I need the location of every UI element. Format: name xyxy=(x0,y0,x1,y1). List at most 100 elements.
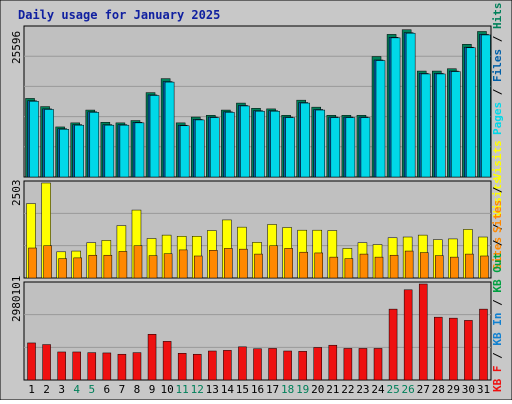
bar-pages xyxy=(315,109,326,178)
legend-kb-out: KB Out xyxy=(491,253,504,293)
bar-pages xyxy=(44,109,54,178)
bar-sites xyxy=(374,256,384,279)
bar-pages xyxy=(255,110,265,178)
bar-pages xyxy=(466,47,476,178)
bar-pages xyxy=(194,119,205,178)
bar-kbytes xyxy=(102,352,112,381)
x-tick-label: 24 xyxy=(371,383,385,396)
bar-kbytes xyxy=(313,347,323,381)
x-tick-label: 7 xyxy=(119,383,126,396)
x-tick-label: 19 xyxy=(296,383,309,396)
legend-middle: Sites / Visits xyxy=(491,177,504,270)
plot-panel-hits-files-pages xyxy=(23,25,492,178)
bar-sites xyxy=(435,255,444,279)
bar-kbytes xyxy=(434,316,443,381)
bar-kbytes xyxy=(328,344,338,381)
svg-text:Pages / Files / Hits: Pages / Files / Hits xyxy=(491,3,504,136)
bar-pages xyxy=(436,73,446,178)
x-tick-label: 14 xyxy=(221,383,235,396)
bar-sites xyxy=(178,249,188,279)
bar-pages xyxy=(179,125,190,178)
bar-kbytes xyxy=(57,351,66,381)
bar-kbytes xyxy=(479,308,488,381)
bar-sites xyxy=(118,251,128,279)
x-tick-label: 10 xyxy=(160,383,173,396)
bar-pages xyxy=(104,124,115,178)
bar-kbytes xyxy=(464,320,473,381)
bar-sites xyxy=(299,251,308,279)
bar-kbytes xyxy=(298,351,307,381)
bar-pages xyxy=(59,129,69,178)
x-tick-label: 1 xyxy=(28,383,35,396)
bar-kbytes xyxy=(177,353,187,381)
bar-sites xyxy=(314,252,324,279)
x-tick-label: 6 xyxy=(104,383,111,396)
bar-sites xyxy=(239,248,248,279)
svg-text:Sites / Visits: Sites / Visits xyxy=(491,177,504,270)
x-tick-label: 17 xyxy=(266,383,279,396)
bar-pages xyxy=(164,81,175,178)
plot-panel-visits-sites xyxy=(23,180,492,279)
x-tick-label: 12 xyxy=(191,383,204,396)
bar-pages xyxy=(405,32,416,178)
bar-pages xyxy=(330,117,341,178)
bar-sites xyxy=(389,254,399,279)
bar-sites xyxy=(465,253,474,279)
bar-pages xyxy=(89,112,100,178)
bar-sites xyxy=(103,254,113,279)
x-tick-label: 13 xyxy=(206,383,219,396)
legend-sites: Sites xyxy=(491,237,504,270)
x-tick-label: 3 xyxy=(58,383,65,396)
bar-kbytes xyxy=(373,348,383,381)
bar-sites xyxy=(163,253,173,279)
x-tick-label: 2 xyxy=(43,383,50,396)
plot-areas xyxy=(23,25,492,381)
legend-visits-2: Visits xyxy=(491,140,504,180)
bar-sites xyxy=(284,248,293,279)
x-tick-label: 11 xyxy=(176,383,189,396)
x-tick-label: 31 xyxy=(477,383,490,396)
bar-kbytes xyxy=(283,350,292,381)
bar-pages xyxy=(360,117,371,178)
bar-sites xyxy=(193,255,203,279)
bar-pages xyxy=(240,105,250,178)
x-tick-label: 5 xyxy=(88,383,95,396)
bar-pages xyxy=(451,71,461,178)
bar-pages xyxy=(74,124,84,178)
bar-kbytes xyxy=(208,350,217,381)
bar-kbytes xyxy=(72,351,81,381)
bar-pages xyxy=(300,102,310,178)
bar-pages xyxy=(29,101,39,178)
legend-visits: Visits xyxy=(491,177,504,217)
bar-kbytes xyxy=(238,346,247,381)
bar-kbytes xyxy=(147,334,157,381)
bar-pages xyxy=(420,73,431,178)
bar-kbytes xyxy=(27,342,36,381)
bar-kbytes xyxy=(192,353,202,381)
bar-sites xyxy=(480,255,489,279)
bar-sites xyxy=(209,250,218,279)
ymax-label-bottom: 2980101 xyxy=(10,276,23,322)
x-tick-label: 9 xyxy=(149,383,156,396)
bar-pages xyxy=(390,37,401,178)
x-tick-label: 15 xyxy=(236,383,249,396)
bar-sites xyxy=(148,255,158,279)
bar-kbytes xyxy=(117,353,127,381)
bar-sites xyxy=(359,253,369,279)
bar-pages xyxy=(119,124,130,178)
bar-pages xyxy=(149,95,160,178)
x-tick-label: 30 xyxy=(462,383,475,396)
x-tick-label: 23 xyxy=(356,383,369,396)
legend-top: Pages / Files / Hits xyxy=(491,3,504,136)
bar-kbytes xyxy=(132,352,142,381)
bar-sites xyxy=(344,258,354,279)
legend-sites-2: Sites xyxy=(491,200,504,233)
ymax-label-top: 25596 xyxy=(10,31,23,64)
bar-sites xyxy=(224,248,233,279)
bar-sites xyxy=(58,258,67,279)
x-tick-label: 22 xyxy=(341,383,354,396)
bar-kbytes xyxy=(253,348,262,381)
legend-bottom: KB F / KB In / KB Out / Sites / Visits xyxy=(491,140,504,392)
